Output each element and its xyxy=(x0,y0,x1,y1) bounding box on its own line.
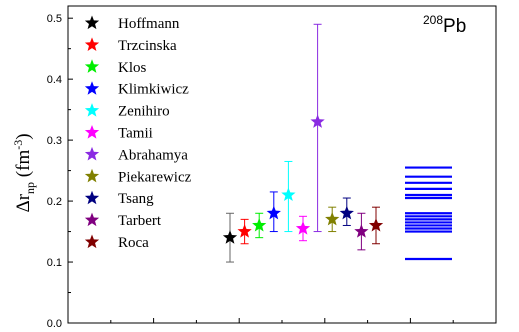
legend-marker-star xyxy=(84,59,100,73)
legend-label: Klos xyxy=(118,60,147,76)
legend-item: Trzcinska xyxy=(84,37,177,54)
data-point-star xyxy=(237,224,252,238)
legend-label: Tsang xyxy=(118,191,154,207)
legend-label: Tarbert xyxy=(118,213,162,229)
error-bar xyxy=(313,23,322,233)
legend-marker-star xyxy=(84,146,100,161)
legend-label: Klimkiwicz xyxy=(118,82,189,98)
legend-label: Hoffmann xyxy=(118,16,180,32)
data-point-star xyxy=(252,217,267,232)
legend-item: Abrahamya xyxy=(84,146,188,163)
legend-label: Tamii xyxy=(118,126,153,142)
data-point-star xyxy=(266,205,281,220)
legend-item: Klos xyxy=(84,59,147,76)
legend-item: Tamii xyxy=(84,125,153,142)
y-tick-label: 0.1 xyxy=(47,257,62,269)
legend-label: Roca xyxy=(118,235,149,251)
annotations: 208Pb xyxy=(423,13,466,37)
y-tick-label: 0.4 xyxy=(47,74,62,86)
legend-label: Trzcinska xyxy=(118,38,177,54)
data-point-star xyxy=(354,224,369,238)
legend-label: Abrahamya xyxy=(118,147,188,163)
legend-marker-star xyxy=(84,168,100,183)
legend-marker-star xyxy=(84,15,100,30)
legend-marker-star xyxy=(84,234,100,249)
legend-label: Zenihiro xyxy=(118,104,170,120)
data-point-star xyxy=(368,217,384,232)
legend-label: Piekarewicz xyxy=(118,169,192,185)
data-markers xyxy=(222,114,384,244)
data-point-star xyxy=(310,114,325,128)
legend-marker-star xyxy=(84,37,100,51)
y-tick-label: 0.3 xyxy=(47,135,62,147)
legend-item: Hoffmann xyxy=(84,15,180,32)
legend-item: Piekarewicz xyxy=(84,168,192,185)
legend-item: Tarbert xyxy=(84,212,162,229)
legend-item: Tsang xyxy=(84,190,154,207)
data-point-star xyxy=(325,211,340,226)
y-axis-label: Δrnp (fm-3) xyxy=(11,133,37,212)
data-point-star xyxy=(295,221,311,235)
legend-marker-star xyxy=(84,81,100,95)
axes: 0.0 0.1 0.2 0.3 0.4 0.5 Δrnp (fm-3) xyxy=(11,5,497,330)
y-tick-label: 0.0 xyxy=(47,318,62,330)
legend-marker-star xyxy=(84,212,100,227)
y-tick-label: 0.2 xyxy=(47,196,62,208)
legend-marker-star xyxy=(84,190,100,205)
annotation-isotope: 208Pb xyxy=(423,13,466,37)
y-tick-label: 0.5 xyxy=(47,13,62,25)
legend-item: Zenihiro xyxy=(84,103,170,120)
legend-marker-star xyxy=(84,103,100,117)
legend-item: Roca xyxy=(84,234,149,251)
data-point-star xyxy=(281,187,296,202)
legend-marker-star xyxy=(84,125,100,139)
legend: Hoffmann Trzcinska Klos Klimkiwicz Zenihiro T… xyxy=(84,15,192,251)
legend-item: Klimkiwicz xyxy=(84,81,189,98)
data-point-star xyxy=(222,230,238,244)
data-point-star xyxy=(339,205,354,220)
theory-lines xyxy=(405,166,452,261)
